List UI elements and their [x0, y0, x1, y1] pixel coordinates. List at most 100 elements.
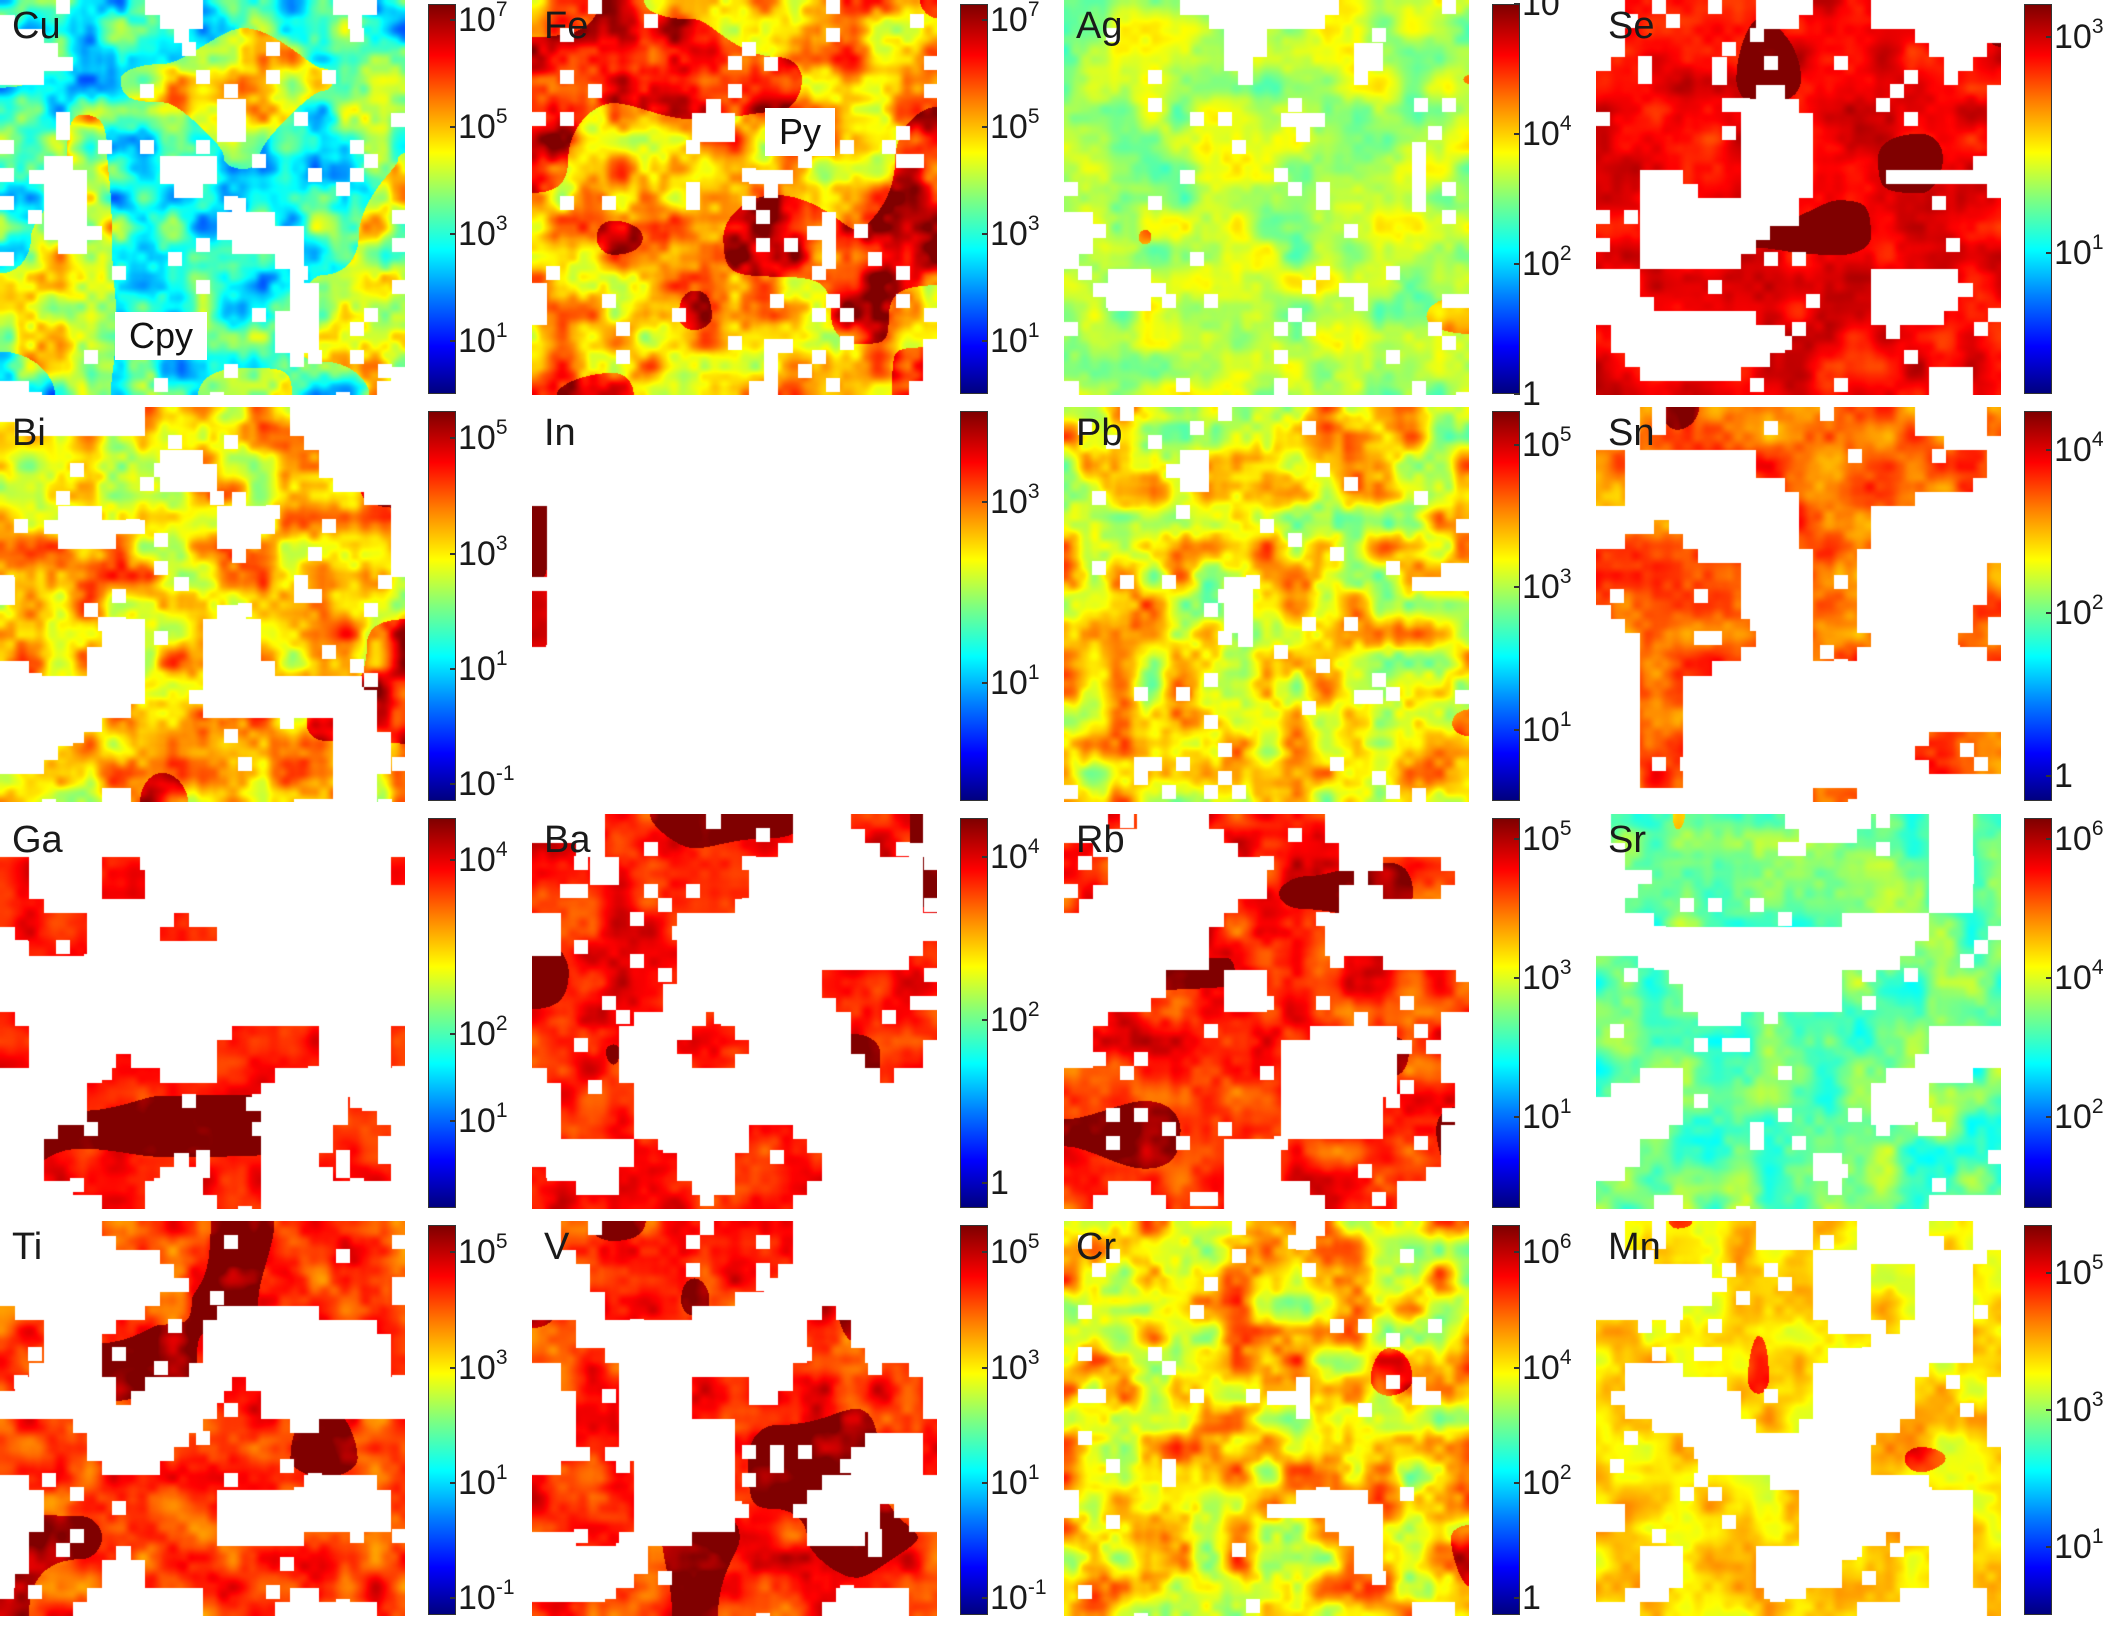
colorbar — [428, 1225, 456, 1615]
tick-base: 10 — [2054, 819, 2092, 858]
colorbar-tick-label: 103 — [1522, 566, 1572, 606]
tick-base: 10 — [990, 1001, 1028, 1040]
element-map-cr: Cr 106 104 102 1 — [1064, 1221, 1596, 1628]
colorbar-tick-label: 104 — [458, 839, 508, 879]
tick-exponent: 3 — [495, 211, 508, 235]
tick-exponent: 5 — [1027, 1230, 1040, 1254]
tick-base: 10 — [458, 1014, 496, 1053]
tick-base: 10 — [458, 1463, 496, 1502]
colorbar — [2024, 1225, 2052, 1615]
heatmap-image-sr — [1596, 814, 2001, 1209]
colorbar-tick-mark — [1514, 977, 1520, 980]
colorbar-tick-label: 103 — [990, 1345, 1040, 1387]
colorbar-tick-mark — [450, 667, 456, 670]
tick-exponent: 5 — [1559, 816, 1572, 840]
tick-exponent: 3 — [1027, 1345, 1040, 1369]
colorbar-tick-mark — [1514, 728, 1520, 731]
tick-exponent: 7 — [495, 0, 508, 22]
colorbar — [1492, 1225, 1520, 1615]
element-map-bi: Bi 105 103 101 10-1 — [0, 407, 532, 814]
colorbar-tick-mark — [982, 19, 988, 22]
tick-base: 10 — [458, 764, 496, 803]
colorbar-tick-mark — [1514, 133, 1520, 135]
colorbar-tick-mark — [982, 125, 988, 128]
tick-base: 10 — [990, 664, 1028, 703]
tick-base: 10 — [458, 107, 496, 146]
tick-exponent: 1 — [2091, 231, 2104, 255]
colorbar-tick-mark — [450, 1481, 456, 1484]
colorbar-tick-mark — [1514, 1481, 1520, 1484]
colorbar-tick-label: 103 — [990, 213, 1040, 253]
colorbar-tick-mark — [1514, 263, 1520, 265]
colorbar-tick-mark — [982, 1481, 988, 1484]
tick-base: 10 — [990, 1233, 1028, 1272]
colorbar-tick-label: 103 — [458, 531, 508, 573]
element-label: Sn — [1608, 412, 1655, 454]
colorbar-tick-label: 107 — [990, 0, 1040, 39]
tick-base: 10 — [2054, 430, 2092, 469]
colorbar-tick-label: 104 — [1522, 113, 1572, 153]
colorbar-tick-mark — [1514, 1251, 1520, 1254]
colorbar-tick-label: 102 — [2054, 1095, 2104, 1136]
colorbar-tick-mark — [982, 1251, 988, 1254]
tick-base: 1 — [990, 1164, 1009, 1203]
colorbar — [1492, 411, 1520, 801]
tick-base: 10 — [990, 321, 1028, 360]
element-label: Ba — [544, 819, 591, 861]
colorbar — [2024, 818, 2052, 1208]
tick-exponent: 1 — [1027, 318, 1040, 342]
colorbar-tick-mark — [982, 1596, 988, 1599]
colorbar-tick-mark — [1514, 393, 1520, 395]
colorbar-tick-label: 105 — [2054, 1252, 2104, 1292]
tick-base: 10 — [1522, 115, 1560, 153]
colorbar-tick-label: 101 — [990, 662, 1040, 703]
tick-exponent: 6 — [1559, 1230, 1572, 1254]
tick-exponent: 2 — [2091, 591, 2104, 615]
colorbar-tick-mark — [1514, 1116, 1520, 1119]
tick-base: 1 — [1522, 375, 1541, 413]
colorbar-tick-label: 104 — [1522, 1345, 1572, 1387]
colorbar-tick-label: 101 — [1522, 1096, 1572, 1136]
tick-base: 1 — [1522, 1578, 1541, 1617]
tick-exponent: 3 — [1027, 479, 1040, 503]
colorbar-tick-mark — [2046, 1116, 2052, 1119]
heatmap-image-sn — [1596, 407, 2001, 802]
element-label: Sr — [1608, 819, 1646, 861]
tick-exponent: 1 — [1027, 1460, 1040, 1484]
tick-base: 10 — [2054, 959, 2092, 998]
colorbar-tick-mark — [2046, 1271, 2052, 1274]
tick-base: 10 — [458, 214, 496, 253]
colorbar-tick-mark — [450, 552, 456, 555]
element-map-in: In 103 101 — [532, 407, 1064, 814]
colorbar-tick-mark — [2046, 1408, 2052, 1411]
tick-exponent: 1 — [2091, 1524, 2104, 1548]
element-map-ti: Ti 105 103 101 10-1 — [0, 1221, 532, 1628]
colorbar-tick-mark — [982, 1019, 988, 1022]
heatmap-image-pb — [1064, 407, 1469, 802]
colorbar-tick-label: 107 — [458, 0, 508, 39]
colorbar — [428, 411, 456, 801]
colorbar-tick-label: 104 — [990, 836, 1040, 876]
tick-exponent: 4 — [1559, 1345, 1572, 1369]
colorbar-tick-label: 101 — [458, 648, 508, 688]
tick-exponent: 1 — [495, 318, 508, 342]
tick-exponent: 5 — [495, 104, 508, 128]
element-map-pb: Pb 105 103 101 — [1064, 407, 1596, 814]
mineral-annotation-cpy: Cpy — [115, 312, 208, 360]
element-label: Mn — [1608, 1226, 1661, 1268]
colorbar-tick-label: 102 — [990, 999, 1040, 1040]
mineral-annotation-py: Py — [765, 108, 836, 156]
tick-exponent: -1 — [495, 1575, 515, 1599]
element-map-cu: Cu 107 105 103 101 Cpy — [0, 0, 532, 407]
tick-exponent: 2 — [1559, 242, 1572, 265]
tick-exponent: 3 — [495, 531, 508, 555]
tick-exponent: 6 — [2091, 816, 2104, 840]
colorbar-tick-mark — [1514, 586, 1520, 589]
tick-exponent: 5 — [495, 1230, 508, 1254]
tick-exponent: 2 — [2091, 1095, 2104, 1119]
element-label: In — [544, 412, 576, 454]
colorbar-tick-mark — [2046, 35, 2052, 38]
tick-base: 10 — [990, 482, 1028, 521]
colorbar-tick-label: 103 — [1522, 957, 1572, 997]
